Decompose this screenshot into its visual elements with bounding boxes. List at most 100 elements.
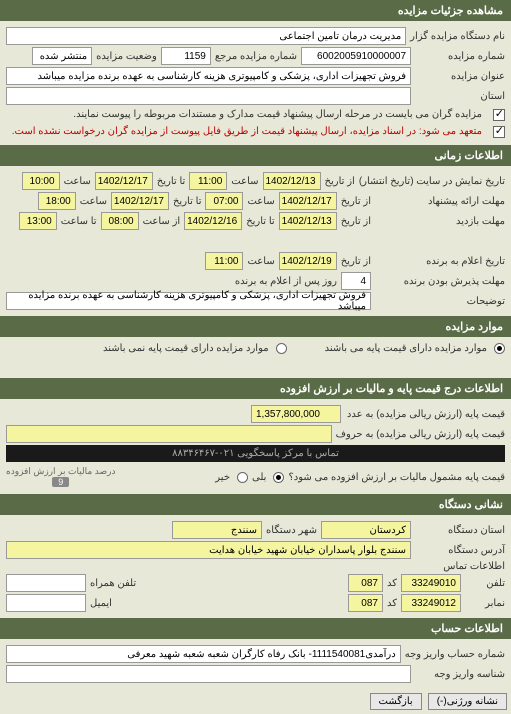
- vat-pct-value: 9: [52, 477, 69, 487]
- to-label-1: تا تاریخ: [157, 176, 186, 187]
- org-value: مدیریت درمان تامین اجتماعی: [6, 27, 406, 45]
- desc-value: فروش تجهیزات اداری، پزشکی و کامپیوتری هز…: [6, 292, 371, 310]
- ref-label: شماره مزایده مرجع: [215, 51, 297, 62]
- section-address-body: استان دستگاه کردستان شهر دستگاه سنندج آد…: [0, 515, 511, 618]
- section-price-body: قیمت پایه (ارزش ریالی مزایده) به عدد 1,3…: [0, 399, 511, 494]
- from-label-3: از تاریخ: [341, 216, 371, 227]
- accept-days[interactable]: 4: [341, 272, 371, 290]
- fax-value[interactable]: 33249012: [401, 594, 461, 612]
- section-account-header: اطلاعات حساب: [0, 618, 511, 639]
- from-label-1: از تاریخ: [325, 176, 355, 187]
- visit-to-date[interactable]: 1402/12/16: [184, 212, 242, 230]
- base-word-label: قیمت پایه (ارزش ریالی مزایده) به حروف: [336, 429, 505, 440]
- winner-label: تاریخ اعلام به برنده: [375, 256, 505, 267]
- fax-code-value[interactable]: 087: [348, 594, 383, 612]
- note1-text: مزایده گران می بایست در مرحله ارسال پیشن…: [69, 107, 486, 122]
- section-price-header: اطلاعات درج قیمت پایه و مالیات بر ارزش ا…: [0, 378, 511, 399]
- print-button[interactable]: نشانه ورژنی(-): [428, 693, 507, 710]
- from-label-2: از تاریخ: [341, 196, 371, 207]
- hour-label-3: ساعت: [247, 196, 274, 207]
- section-timing-body: تاریخ نمایش در سایت (تاریخ انتشار) از تا…: [0, 166, 511, 316]
- mobile-value[interactable]: [6, 574, 86, 592]
- note1-checkbox[interactable]: [493, 109, 505, 121]
- from-hour-label: از ساعت: [143, 216, 181, 227]
- hour-label-1: ساعت: [231, 176, 258, 187]
- acc-value: درآمدی1111540081- بانک رفاه کارگران شعبه…: [6, 645, 401, 663]
- vat-pct-label: درصد مالیات بر ارزش افزوده: [6, 466, 115, 476]
- offer-to-hour[interactable]: 18:00: [38, 192, 76, 210]
- section-items-header: موارد مزایده: [0, 316, 511, 337]
- to-hour-label: تا ساعت: [61, 216, 97, 227]
- to-label-2: تا تاریخ: [173, 196, 202, 207]
- fax-label: نمابر: [465, 598, 505, 609]
- visit-label: مهلت بازدید: [375, 216, 505, 227]
- email-label: ایمیل: [90, 598, 112, 609]
- display-label: تاریخ نمایش در سایت (تاریخ انتشار): [359, 176, 505, 187]
- id-label: شناسه واریز وجه: [415, 669, 505, 680]
- offer-from-date[interactable]: 1402/12/17: [279, 192, 337, 210]
- addr-city-value[interactable]: سنندج: [172, 521, 262, 539]
- accept-label: مهلت پذیرش بودن برنده: [375, 276, 505, 287]
- section-items-body: موارد مزایده دارای قیمت پایه می باشند مو…: [0, 337, 511, 378]
- province-value: [6, 87, 411, 105]
- section-address-header: نشانی دستگاه: [0, 494, 511, 515]
- hour-label-2: ساعت: [64, 176, 91, 187]
- visit-from-date[interactable]: 1402/12/13: [279, 212, 337, 230]
- radio-vat-no[interactable]: [237, 472, 248, 483]
- vat-no-label: خیر: [215, 472, 230, 483]
- addr-city-label: شهر دستگاه: [266, 525, 317, 536]
- hour-label-5: ساعت: [247, 256, 274, 267]
- desc-label: توضیحات: [375, 296, 505, 307]
- winner-hour[interactable]: 11:00: [205, 252, 243, 270]
- note2-text: متعهد می شود: در اسناد مزایده، ارسال پیش…: [8, 124, 486, 139]
- from-label-4: از تاریخ: [341, 256, 371, 267]
- num-label: شماره مزایده: [415, 51, 505, 62]
- offer-from-hour[interactable]: 07:00: [205, 192, 243, 210]
- status-label: وضعیت مزایده: [96, 51, 157, 62]
- back-button[interactable]: بازگشت: [370, 693, 422, 710]
- org-label: نام دستگاه مزایده گزار: [410, 31, 505, 42]
- province-label: استان: [415, 91, 505, 102]
- note2-checkbox[interactable]: [493, 126, 505, 138]
- hour-label-4: ساعت: [80, 196, 107, 207]
- tel-code-value[interactable]: 087: [348, 574, 383, 592]
- contact-label: اطلاعات تماس: [415, 561, 505, 572]
- offer-to-date[interactable]: 1402/12/17: [111, 192, 169, 210]
- addr-province-value[interactable]: کردستان: [321, 521, 411, 539]
- tel-value[interactable]: 33249010: [401, 574, 461, 592]
- radio-vat-yes[interactable]: [273, 472, 284, 483]
- title-label: عنوان مزایده: [415, 71, 505, 82]
- visit-from-hour[interactable]: 08:00: [101, 212, 139, 230]
- display-to-date[interactable]: 1402/12/17: [95, 172, 153, 190]
- section-general-header: مشاهده جزئیات مزایده: [0, 0, 511, 21]
- section-timing-header: اطلاعات زمانی: [0, 145, 511, 166]
- email-value[interactable]: [6, 594, 86, 612]
- id-value: [6, 665, 411, 683]
- offer-label: مهلت ارائه پیشنهاد: [375, 196, 505, 207]
- vat-label: قیمت پایه مشمول مالیات بر ارزش افزوده می…: [288, 472, 505, 483]
- addr-value[interactable]: سنندج بلوار پاسداران خیابان شهید خیابان …: [6, 541, 411, 559]
- radio-has-base[interactable]: [494, 343, 505, 354]
- fax-code-label: کد: [387, 598, 397, 609]
- tel-code-label: کد: [387, 578, 397, 589]
- display-from-date[interactable]: 1402/12/13: [263, 172, 321, 190]
- acc-label: شماره حساب واریز وجه: [405, 649, 505, 660]
- section-general-body: نام دستگاه مزایده گزار مدیریت درمان تامی…: [0, 21, 511, 145]
- radio-no-base[interactable]: [276, 343, 287, 354]
- display-from-hour[interactable]: 11:00: [189, 172, 227, 190]
- opt2-label: موارد مزایده دارای قیمت پایه نمی باشند: [103, 343, 269, 354]
- winner-date[interactable]: 1402/12/19: [279, 252, 337, 270]
- accept-note: روز پس از اعلام به برنده: [235, 276, 337, 287]
- mobile-label: تلفن همراه: [90, 578, 136, 589]
- display-to-hour[interactable]: 10:00: [22, 172, 60, 190]
- to-label-3: تا تاریخ: [246, 216, 275, 227]
- visit-to-hour[interactable]: 13:00: [19, 212, 57, 230]
- base-word-value: [6, 425, 332, 443]
- opt1-label: موارد مزایده دارای قیمت پایه می باشند: [325, 343, 487, 354]
- num-value: 6002005910000007: [301, 47, 411, 65]
- base-num-value[interactable]: 1,357,800,000: [251, 405, 341, 423]
- phone-bar: تماس با مرکز پاسخگویی ۰۲۱-۸۸۳۴۶۴۶۷: [6, 445, 505, 462]
- footer: نشانه ورژنی(-) بازگشت: [0, 689, 511, 714]
- ref-value: 1159: [161, 47, 211, 65]
- status-value: منتشر شده: [32, 47, 92, 65]
